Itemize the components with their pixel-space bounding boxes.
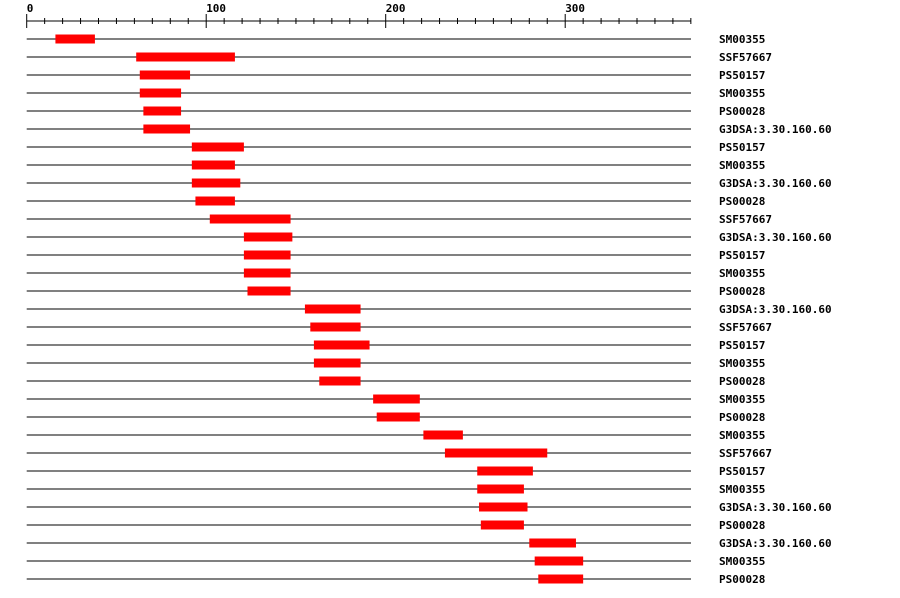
track-label: SM00355 bbox=[719, 393, 765, 406]
track-label: SM00355 bbox=[719, 159, 765, 172]
domain-bar bbox=[304, 304, 361, 314]
axis-tick-label: 0 bbox=[27, 2, 34, 15]
domain-bar bbox=[479, 502, 528, 512]
domain-bar bbox=[243, 232, 293, 242]
track-label: PS50157 bbox=[719, 249, 765, 262]
domain-bar bbox=[477, 466, 533, 476]
track-label: SSF57667 bbox=[719, 213, 772, 226]
domain-bar bbox=[538, 574, 584, 584]
track-label: PS50157 bbox=[719, 141, 765, 154]
track-label: SM00355 bbox=[719, 267, 765, 280]
domain-bar bbox=[139, 88, 182, 98]
track-label: G3DSA:3.30.160.60 bbox=[719, 177, 832, 190]
track-label: SSF57667 bbox=[719, 447, 772, 460]
domain-bar bbox=[243, 250, 291, 260]
track-label: SM00355 bbox=[719, 357, 765, 370]
track-label: PS00028 bbox=[719, 573, 765, 586]
track-label: G3DSA:3.30.160.60 bbox=[719, 501, 832, 514]
domain-bar bbox=[444, 448, 548, 458]
domain-bar bbox=[423, 430, 463, 440]
domain-bar bbox=[191, 160, 235, 170]
domain-bar bbox=[195, 196, 235, 206]
domain-bar bbox=[247, 286, 291, 296]
domain-bar bbox=[191, 142, 244, 152]
domain-bar bbox=[313, 358, 361, 368]
axis-tick-label: 300 bbox=[565, 2, 585, 15]
track-label: PS50157 bbox=[719, 339, 765, 352]
domain-bar bbox=[191, 178, 241, 188]
domain-bar bbox=[143, 124, 191, 134]
axis-tick-label: 200 bbox=[386, 2, 406, 15]
track-label: PS00028 bbox=[719, 285, 765, 298]
track-label: SM00355 bbox=[719, 87, 765, 100]
track-label: SM00355 bbox=[719, 33, 765, 46]
domain-bar bbox=[534, 556, 584, 566]
domain-bar bbox=[529, 538, 576, 548]
domain-bar bbox=[143, 106, 182, 116]
track-label: PS00028 bbox=[719, 105, 765, 118]
track-label: PS00028 bbox=[719, 195, 765, 208]
track-label: G3DSA:3.30.160.60 bbox=[719, 537, 832, 550]
domain-bar bbox=[243, 268, 291, 278]
domain-bar bbox=[477, 484, 524, 494]
track-label: G3DSA:3.30.160.60 bbox=[719, 303, 832, 316]
track-label: PS00028 bbox=[719, 411, 765, 424]
track-label: PS00028 bbox=[719, 519, 765, 532]
track-label: G3DSA:3.30.160.60 bbox=[719, 123, 832, 136]
domain-bar bbox=[136, 52, 235, 62]
track-label: PS00028 bbox=[719, 375, 765, 388]
domain-bar bbox=[376, 412, 420, 422]
axis-tick-label: 100 bbox=[206, 2, 226, 15]
domain-bar bbox=[209, 214, 291, 224]
track-label: SM00355 bbox=[719, 483, 765, 496]
track-label: PS50157 bbox=[719, 69, 765, 82]
domain-bar bbox=[373, 394, 420, 404]
track-label: PS50157 bbox=[719, 465, 765, 478]
domain-bar bbox=[310, 322, 361, 332]
track-label: SSF57667 bbox=[719, 321, 772, 334]
domain-bar bbox=[139, 70, 191, 80]
domain-bar bbox=[480, 520, 524, 530]
domain-bar bbox=[319, 376, 361, 386]
track-label: SM00355 bbox=[719, 429, 765, 442]
track-label: SM00355 bbox=[719, 555, 765, 568]
domain-bar bbox=[313, 340, 370, 350]
track-label: G3DSA:3.30.160.60 bbox=[719, 231, 832, 244]
track-label: SSF57667 bbox=[719, 51, 772, 64]
domain-bar bbox=[55, 34, 95, 44]
